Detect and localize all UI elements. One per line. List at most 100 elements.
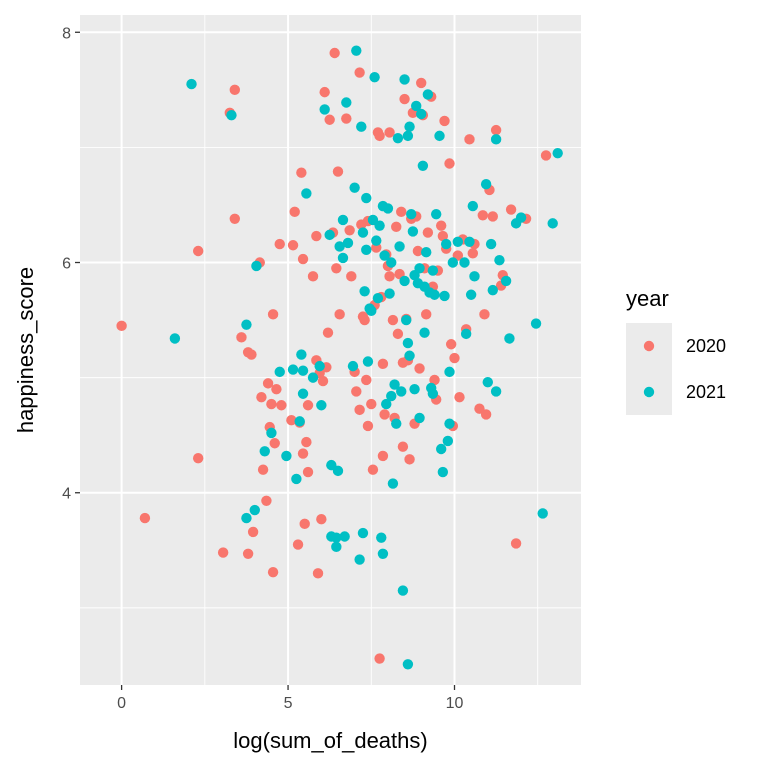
data-point-2021 [459, 257, 470, 268]
data-point-2020 [287, 240, 299, 251]
legend-title: year [626, 286, 669, 311]
data-point-2021 [409, 383, 420, 395]
data-point-2020 [444, 158, 455, 169]
data-point-2021 [357, 527, 369, 539]
data-point-2020 [276, 400, 287, 411]
data-point-2021 [391, 418, 402, 429]
data-point-2020 [267, 566, 279, 578]
data-point-2020 [505, 204, 517, 215]
data-point-2021 [490, 386, 502, 397]
data-point-2020 [412, 245, 424, 257]
data-point-2020 [454, 391, 465, 403]
data-point-2020 [192, 245, 204, 257]
data-point-2021 [500, 275, 512, 287]
data-point-2021 [530, 318, 542, 329]
data-point-2020 [236, 332, 247, 343]
data-point-2020 [192, 453, 204, 464]
data-point-2020 [354, 67, 365, 78]
data-point-2021 [386, 390, 397, 402]
data-point-2020 [510, 538, 522, 549]
data-point-2021 [396, 386, 407, 397]
minor-gridlines [80, 15, 581, 685]
data-point-2021 [339, 531, 350, 542]
data-point-2021 [307, 372, 319, 383]
data-point-2021 [434, 130, 445, 142]
data-point-2020 [384, 271, 395, 282]
data-point-2021 [296, 349, 307, 360]
data-point-2021 [274, 366, 285, 378]
data-point-2020 [292, 539, 304, 550]
data-point-2020 [374, 130, 385, 142]
data-point-2020 [329, 47, 340, 59]
data-point-2021 [401, 314, 412, 326]
data-point-2020 [477, 210, 488, 221]
data-point-2021 [349, 182, 360, 193]
data-point-2020 [479, 309, 490, 320]
data-point-2020 [351, 386, 362, 397]
data-point-2021 [429, 289, 440, 300]
data-point-2020 [480, 409, 492, 420]
data-point-2021 [392, 132, 404, 144]
data-point-2021 [414, 412, 425, 424]
data-point-2021 [487, 284, 498, 296]
data-point-2020 [297, 448, 309, 459]
data-point-2020 [229, 84, 240, 96]
data-point-2021 [361, 244, 372, 256]
data-point-2021 [439, 290, 450, 302]
data-point-2021 [394, 241, 405, 252]
data-point-2020 [257, 464, 269, 475]
data-point-2021 [186, 78, 197, 90]
data-point-2021 [351, 45, 362, 56]
data-point-2021 [515, 212, 527, 223]
data-point-2021 [314, 360, 325, 372]
data-point-2021 [374, 220, 385, 231]
data-point-2021 [287, 364, 299, 375]
data-point-2021 [387, 478, 399, 489]
data-point-2021 [332, 465, 344, 477]
data-point-2020 [435, 220, 447, 231]
data-point-2020 [367, 464, 379, 475]
data-point-2021 [379, 250, 390, 261]
data-point-2020 [317, 375, 329, 387]
data-point-2020 [404, 454, 415, 465]
data-point-2021 [437, 466, 449, 478]
y-axis-ticks: 4 6 8 [62, 25, 80, 503]
data-point-2021 [366, 305, 377, 317]
data-point-2021 [226, 109, 237, 121]
data-point-2020 [269, 438, 280, 449]
data-point-2020 [319, 86, 330, 98]
legend: year 2020 2021 [626, 286, 726, 415]
data-point-2020 [246, 349, 257, 360]
data-point-2021 [362, 356, 374, 367]
data-point-2020 [379, 409, 390, 420]
data-point-2020 [274, 238, 285, 250]
data-point-2021 [361, 192, 372, 204]
data-point-2021 [416, 108, 427, 120]
data-point-2021 [397, 585, 409, 596]
data-point-2020 [384, 127, 395, 138]
data-point-2020 [490, 124, 502, 136]
data-point-2020 [399, 93, 410, 105]
legend-key-2021 [643, 386, 655, 398]
data-point-2020 [289, 206, 300, 218]
data-point-2020 [311, 230, 322, 242]
data-point-2020 [301, 436, 312, 448]
data-point-2020 [331, 263, 342, 274]
legend-label-2021: 2021 [686, 382, 726, 402]
data-point-2021 [357, 227, 369, 238]
data-point-2020 [487, 211, 498, 222]
data-point-2021 [297, 365, 309, 376]
data-point-2020 [439, 115, 450, 127]
data-point-2020 [324, 114, 335, 125]
data-point-2021 [494, 255, 505, 266]
data-point-2020 [437, 230, 449, 242]
data-point-2020 [299, 518, 310, 530]
data-point-2020 [362, 420, 374, 432]
data-point-2021 [402, 130, 414, 142]
y-tick-label: 8 [62, 25, 71, 42]
data-point-2020 [256, 391, 267, 403]
data-point-2021 [417, 160, 429, 172]
data-point-2020 [316, 514, 327, 525]
data-point-2021 [294, 416, 305, 427]
data-point-2021 [241, 512, 252, 524]
